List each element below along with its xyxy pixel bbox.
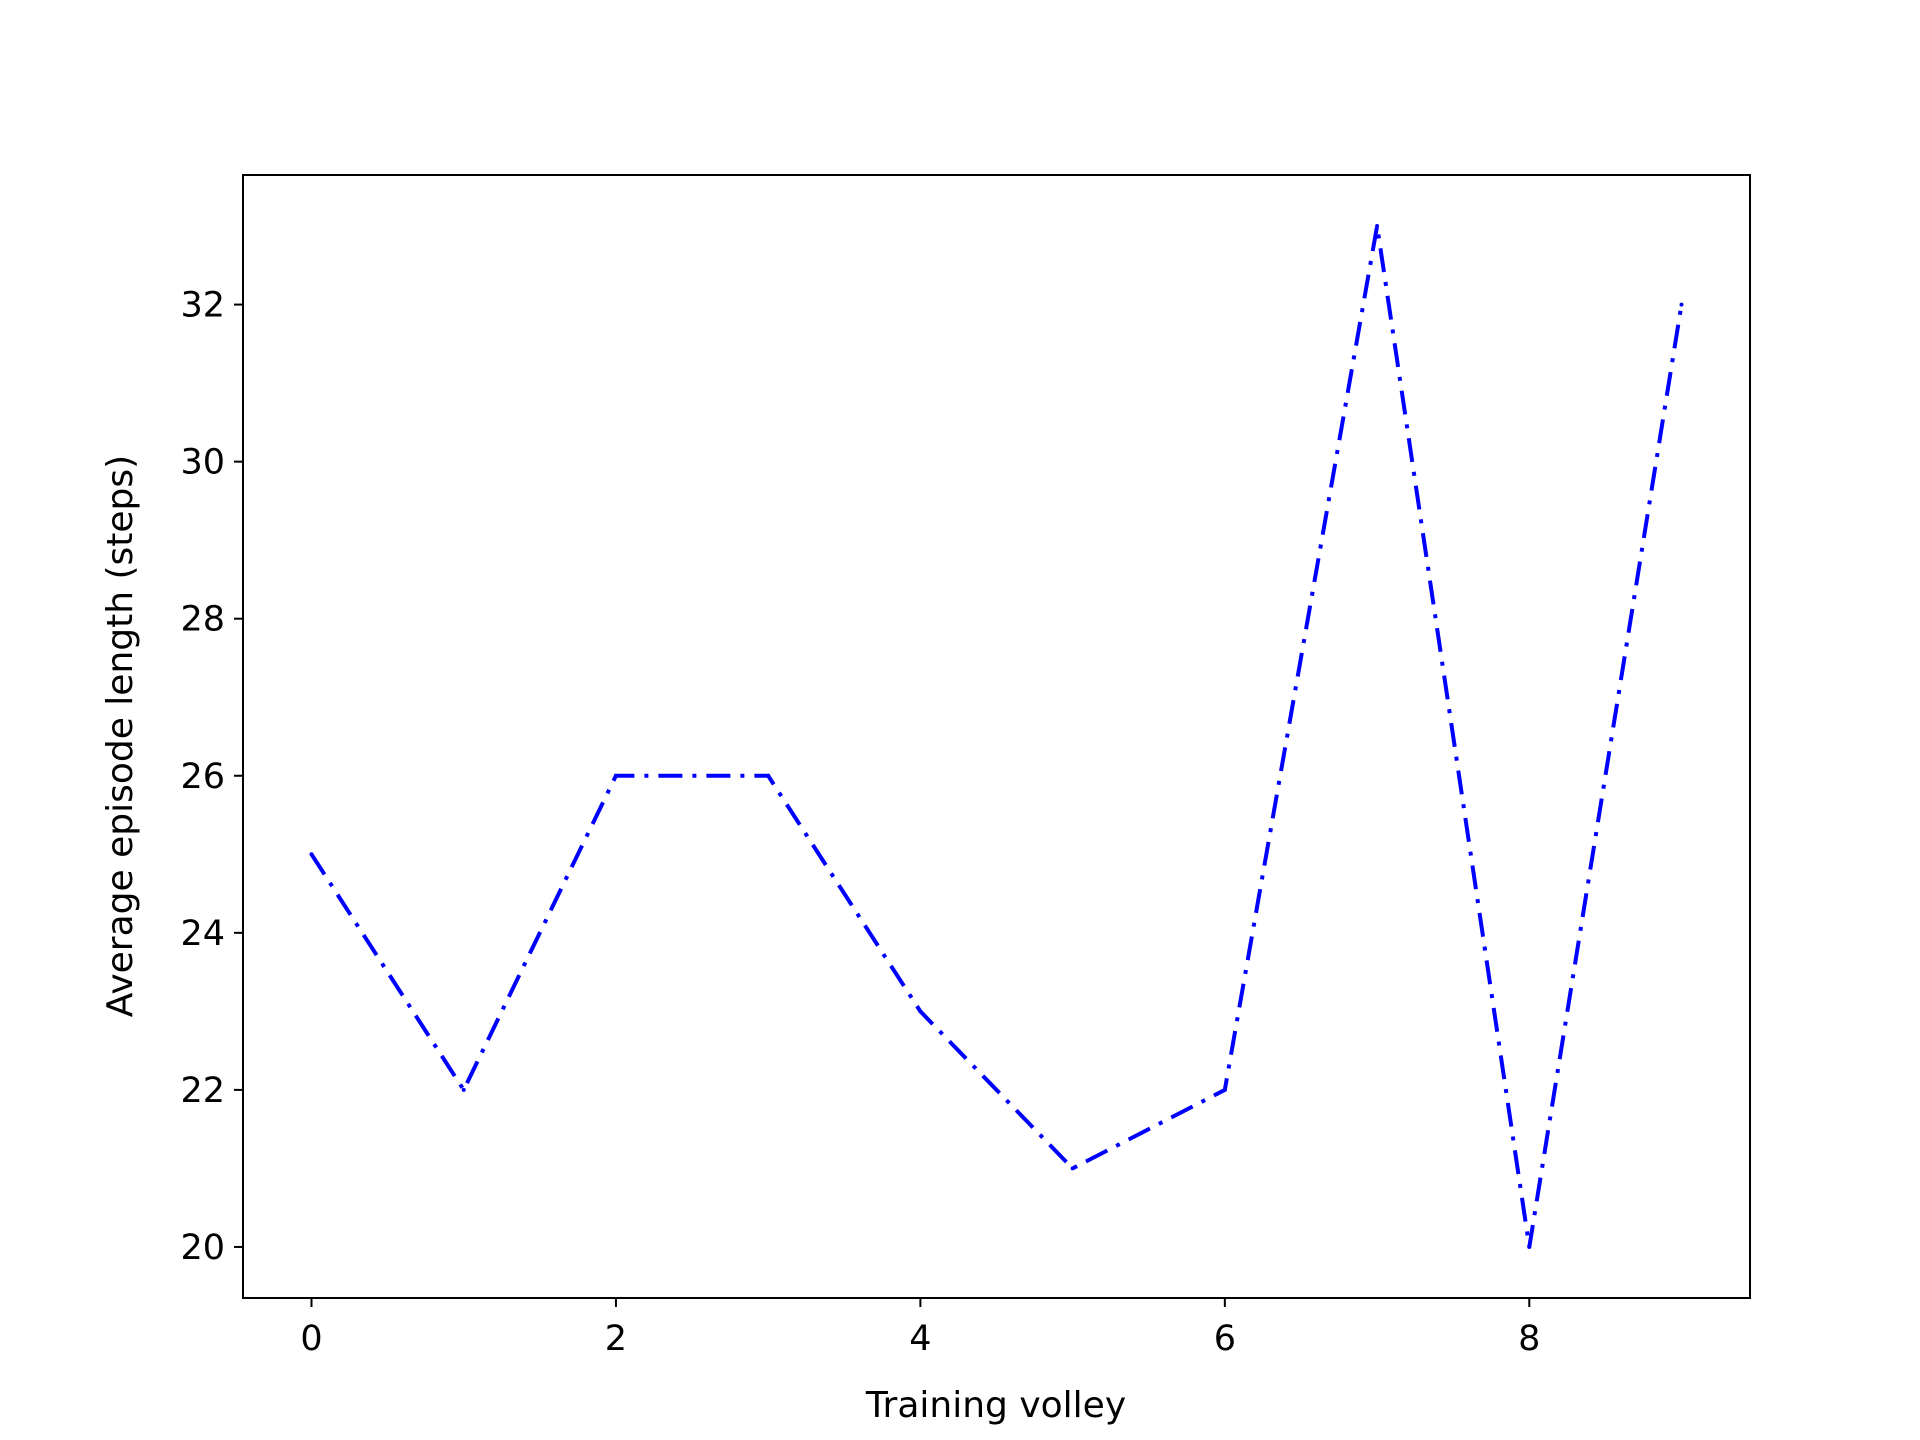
data-point xyxy=(613,773,618,778)
series-line xyxy=(309,225,1684,1248)
y-tick-label: 30 xyxy=(180,443,225,483)
y-axis: 20 22 24 26 28 30 32 xyxy=(180,286,243,1268)
data-point xyxy=(309,852,314,857)
data-point xyxy=(918,1009,923,1014)
y-tick-label: 22 xyxy=(180,1071,225,1111)
x-axis: 0 2 4 6 8 xyxy=(300,1298,1540,1359)
y-axis-label: Average episode length (steps) xyxy=(100,455,141,1017)
data-point xyxy=(461,1087,466,1092)
data-point xyxy=(1679,302,1684,307)
y-tick-label: 26 xyxy=(180,757,225,797)
x-tick-label: 8 xyxy=(1518,1319,1540,1359)
x-axis-label: Training volley xyxy=(865,1385,1126,1426)
data-point xyxy=(1527,1244,1532,1249)
y-tick-label: 32 xyxy=(180,286,225,326)
data-point xyxy=(766,773,771,778)
x-tick-label: 6 xyxy=(1214,1319,1236,1359)
x-tick-label: 0 xyxy=(300,1319,322,1359)
data-point xyxy=(1070,1166,1075,1171)
y-tick-label: 20 xyxy=(180,1228,225,1268)
y-tick-label: 28 xyxy=(180,600,225,640)
x-tick-label: 2 xyxy=(605,1319,627,1359)
data-point xyxy=(1375,224,1380,229)
x-tick-label: 4 xyxy=(909,1319,931,1359)
data-point xyxy=(1222,1087,1227,1092)
plot-area-frame xyxy=(242,174,1751,1299)
series-layer xyxy=(309,224,1684,1249)
y-tick-label: 24 xyxy=(180,914,225,954)
